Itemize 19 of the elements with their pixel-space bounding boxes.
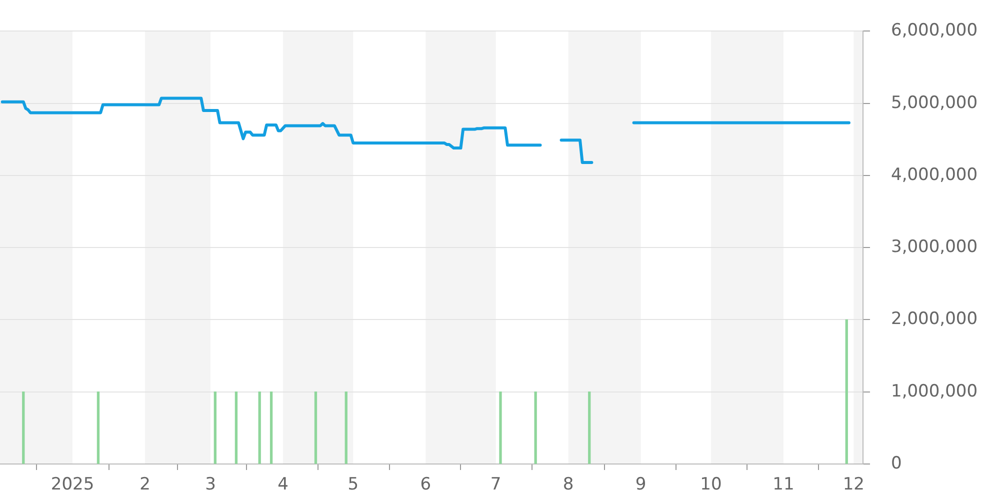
y-tick-label: 6,000,000 [891, 20, 978, 41]
x-tick-label: 2 [140, 474, 150, 495]
x-tick-label: 11 [772, 474, 794, 495]
x-tick-label: 12 [842, 474, 864, 495]
y-tick-label: 2,000,000 [891, 309, 978, 330]
x-tick-label: 2025 [50, 474, 94, 495]
x-tick-label: 10 [700, 474, 722, 495]
x-tick-label: 9 [635, 474, 646, 495]
x-tick-label: 7 [490, 474, 502, 495]
x-tick-label: 4 [278, 474, 288, 495]
x-tick-label: 6 [420, 474, 432, 495]
y-tick-label: 4,000,000 [891, 164, 978, 185]
y-tick-label: 3,000,000 [891, 237, 978, 258]
y-tick-label: 1,000,000 [891, 381, 978, 402]
y-tick-label: 5,000,000 [891, 92, 978, 113]
x-tick-label: 8 [562, 474, 574, 495]
x-tick-label: 5 [348, 474, 359, 495]
y-tick-label: 0 [891, 453, 902, 474]
x-tick-label: 3 [205, 474, 216, 495]
